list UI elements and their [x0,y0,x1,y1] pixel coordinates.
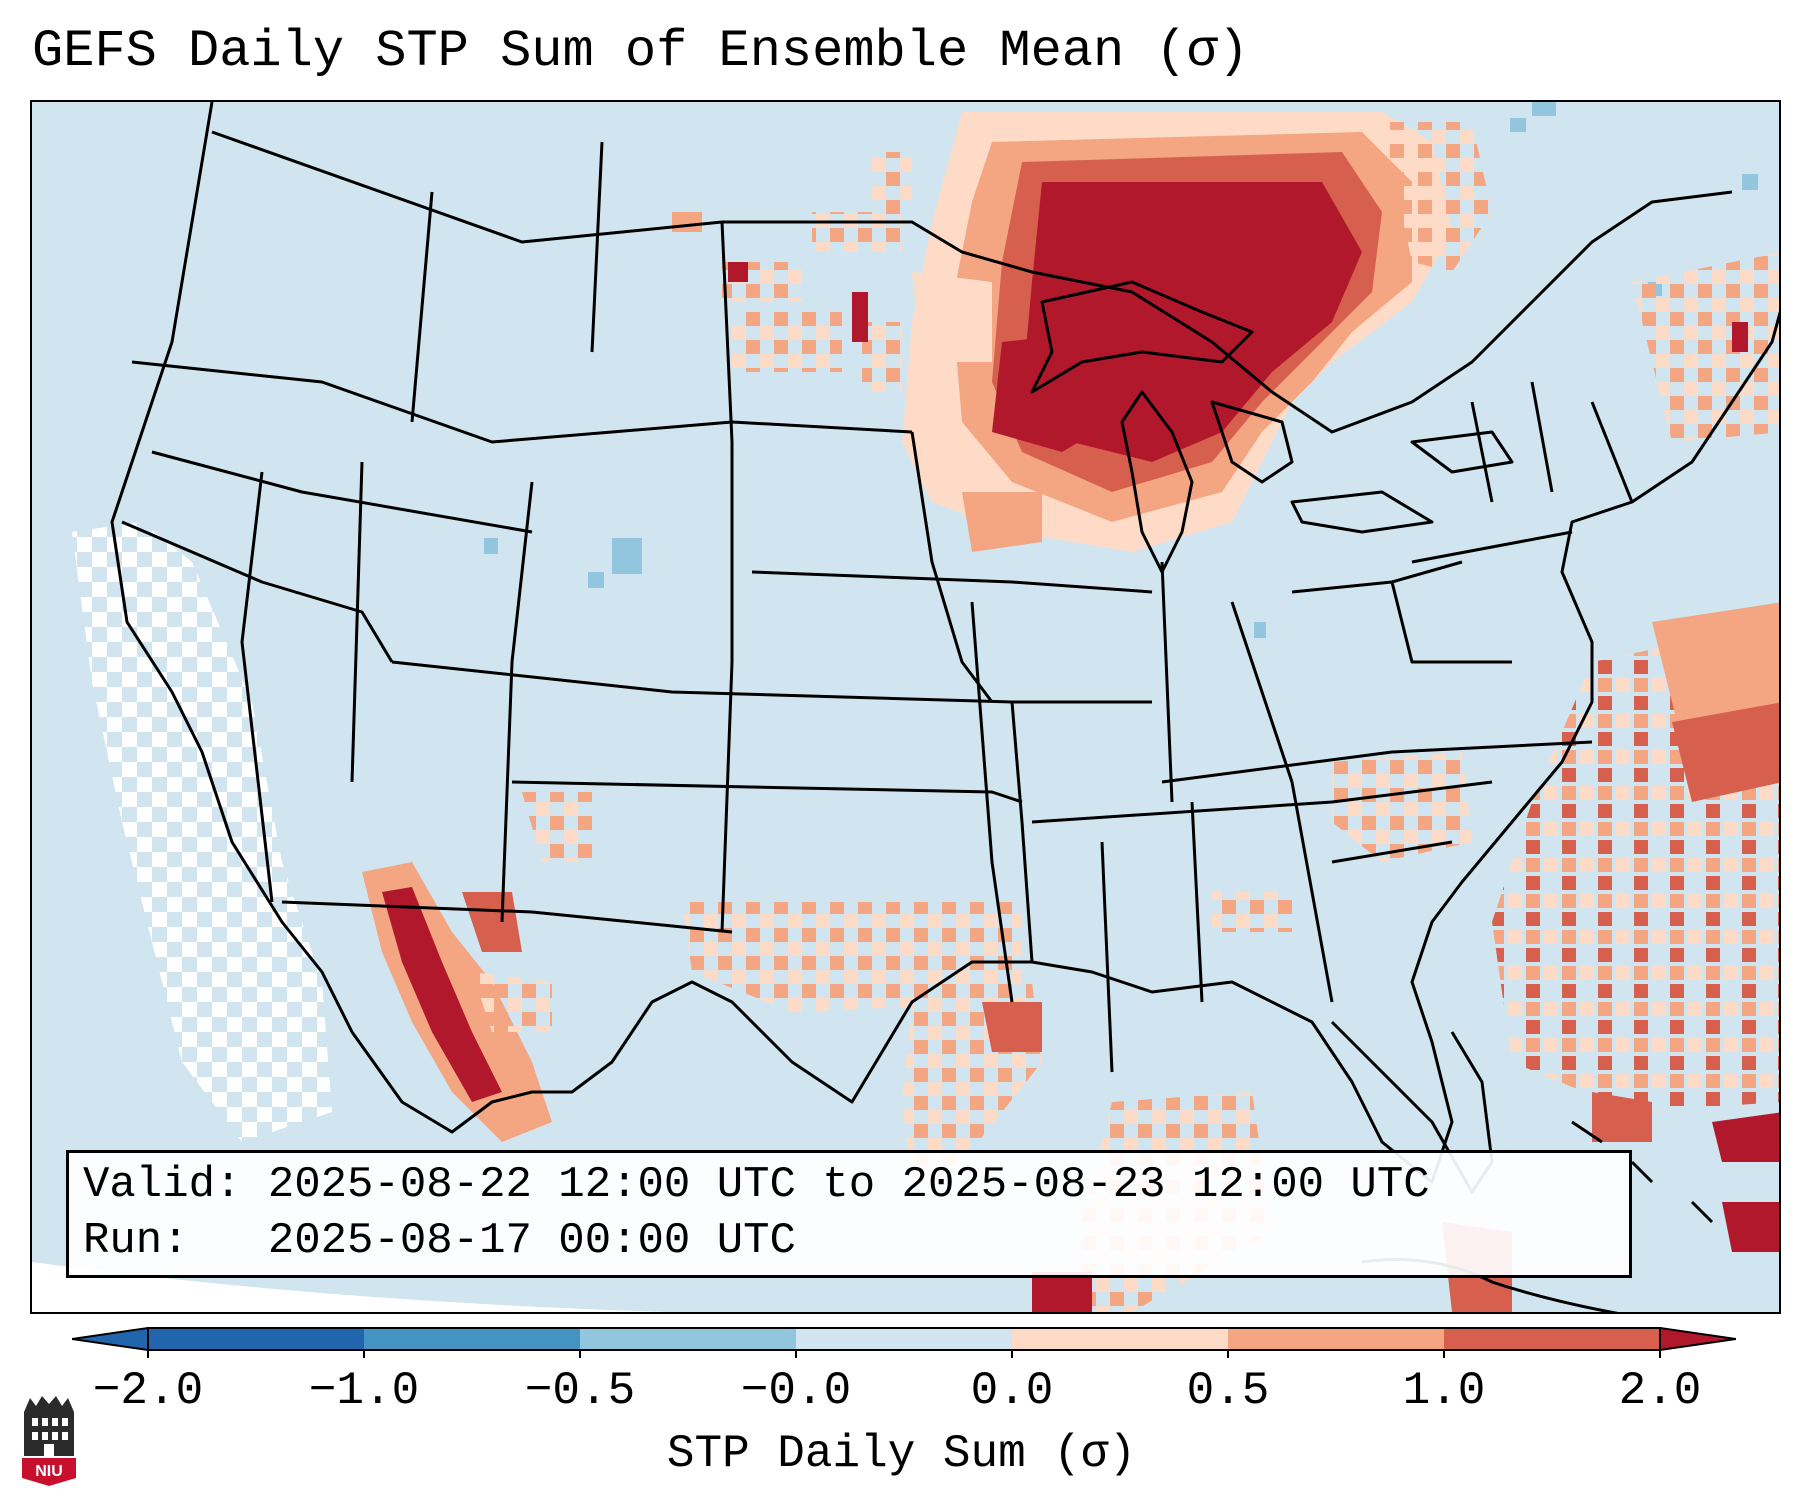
map-canvas [32,102,1779,1312]
logo-text: NIU [35,1463,63,1480]
colorbar-tick-label: 0.0 [970,1365,1054,1417]
map-panel [30,100,1781,1314]
niu-logo: NIU [22,1396,76,1486]
western-atlantic-maximum [1492,252,1779,1252]
run-time: 2025-08-17 00:00 UTC [267,1216,796,1266]
colorbar-tick-label: −2.0 [92,1365,204,1417]
colorbar-label: STP Daily Sum (σ) [666,1428,1137,1480]
pacific-neutral-band [32,522,668,1312]
valid-label: Valid: [83,1160,242,1210]
validity-info-box: Valid: 2025-08-22 12:00 UTC to 2025-08-2… [66,1150,1632,1278]
valid-time-range: 2025-08-22 12:00 UTC to 2025-08-23 12:00… [267,1160,1430,1210]
colorbar-tick-label: −1.0 [308,1365,420,1417]
colorbar-tick-label: 1.0 [1402,1365,1486,1417]
colorbar-bin [148,1328,364,1350]
colorbar-tick-label: −0.5 [524,1365,636,1417]
upper-midwest-maximum [902,112,1492,552]
colorbar-bin [796,1328,1012,1350]
southeast-speckle [1212,752,1472,932]
colorbar-extend-low [72,1326,149,1352]
colorbar-tick-label: 2.0 [1618,1365,1702,1417]
northern-plains-speckle [672,152,912,392]
colorbar-extend-high [1659,1326,1736,1352]
run-label: Run: [83,1216,189,1266]
colorbar [72,1326,1736,1358]
colorbar-bin [364,1328,580,1350]
colorbar-tick-label: −0.0 [740,1365,852,1417]
colorbar-tick-label: 0.5 [1186,1365,1270,1417]
boundaries [110,102,1779,1312]
mexico-sierra-madre [362,792,592,1142]
colorbar-bin [580,1328,796,1350]
colorbar-bin [1444,1328,1660,1350]
map-title: GEFS Daily STP Sum of Ensemble Mean (σ) [32,22,1249,81]
colorbar-bin [1228,1328,1444,1350]
colorbar-bin [1012,1328,1228,1350]
